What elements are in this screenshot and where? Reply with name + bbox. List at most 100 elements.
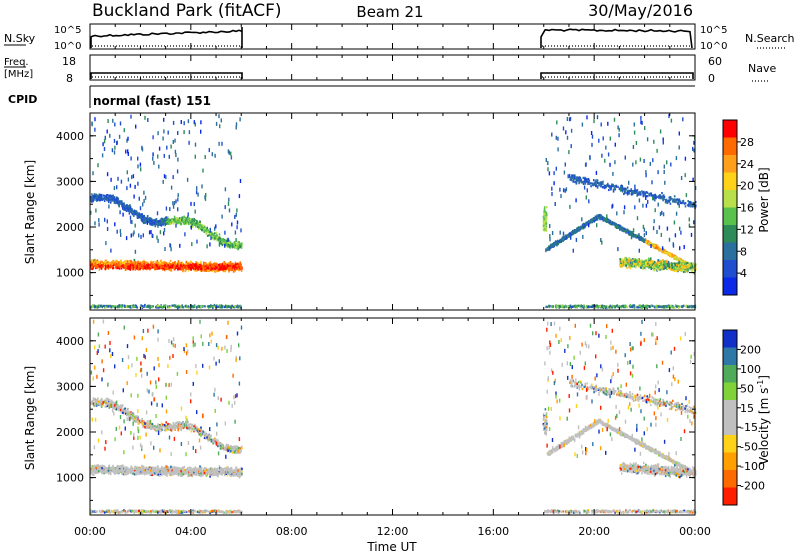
- power-pixel: [683, 265, 686, 268]
- power-pixel: [167, 305, 169, 308]
- power-pixel: [228, 244, 230, 247]
- power-pixel: [179, 266, 182, 269]
- power-pixel: [560, 240, 563, 243]
- power-pixel: [661, 249, 663, 252]
- power-pixel: [136, 267, 139, 270]
- power-pixel: [119, 263, 122, 266]
- power-pixel: [568, 305, 571, 308]
- power-pixel: [617, 224, 620, 227]
- power-pixel: [614, 223, 617, 226]
- power-pixel: [142, 263, 145, 266]
- power-pixel: [673, 257, 675, 260]
- power-pixel: [143, 260, 146, 264]
- power-pixel: [631, 260, 634, 264]
- power-pixel: [177, 304, 180, 307]
- power-pixel: [195, 267, 197, 270]
- power-pixel: [562, 236, 564, 239]
- power-pixel: [213, 305, 216, 308]
- power-pixel: [156, 262, 158, 265]
- power-pixel: [648, 305, 651, 309]
- power-pixel: [555, 305, 557, 308]
- power-pixel: [104, 267, 106, 270]
- power-pixel: [165, 265, 168, 268]
- power-pixel: [573, 304, 576, 307]
- power-pixel: [199, 305, 202, 308]
- power-pixel: [216, 237, 219, 240]
- power-pixel: [614, 225, 617, 228]
- power-pixel: [172, 266, 175, 269]
- power-pixel: [237, 242, 239, 245]
- power-pixel: [234, 266, 237, 269]
- power-pixel: [134, 268, 137, 271]
- power-pixel: [227, 241, 229, 244]
- power-pixel: [109, 198, 111, 201]
- power-pixel: [234, 305, 236, 308]
- power-pixel: [219, 268, 222, 271]
- power-pixel: [129, 204, 131, 207]
- nsky-tick-bottom-right: 10^0: [700, 41, 727, 52]
- power-pixel: [628, 264, 631, 267]
- power-pixel: [653, 244, 656, 247]
- power-pixel: [95, 261, 97, 264]
- power-pixel: [222, 269, 224, 272]
- power-pixel: [201, 225, 203, 229]
- power-pixel: [210, 268, 212, 271]
- power-pixel: [636, 306, 638, 309]
- power-pixel: [556, 242, 559, 245]
- power-pixel: [195, 222, 197, 225]
- power-pixel: [210, 232, 213, 236]
- power-pixel: [664, 260, 666, 263]
- power-pixel: [170, 269, 173, 272]
- power-pixel: [169, 259, 172, 262]
- power-pixel: [656, 306, 658, 309]
- power-pixel: [181, 306, 184, 309]
- power-pixel: [562, 238, 565, 241]
- power-pixel: [678, 306, 680, 309]
- power-pixel: [580, 181, 583, 184]
- power-pixel: [688, 265, 690, 268]
- power-pixel: [647, 264, 649, 267]
- power-pixel: [210, 304, 212, 307]
- power-pixel: [113, 201, 116, 204]
- power-pixel: [636, 263, 638, 266]
- power-pixel: [118, 203, 120, 207]
- power-pixel: [637, 258, 639, 261]
- power-pixel: [643, 262, 646, 265]
- power-pixel: [173, 215, 176, 218]
- power-pixel: [622, 264, 625, 267]
- power-pixel: [549, 304, 551, 308]
- power-pixel: [647, 262, 649, 265]
- power-pixel: [175, 264, 178, 267]
- power-pixel: [675, 258, 677, 261]
- power-pixel: [119, 260, 122, 263]
- power-pixel: [240, 269, 243, 272]
- power-pixel: [161, 261, 163, 264]
- power-pixel: [577, 228, 580, 231]
- power-pixel: [599, 216, 602, 219]
- power-pixel: [623, 260, 626, 264]
- power-pixel: [623, 258, 626, 261]
- power-pixel: [131, 211, 133, 214]
- power-pixel: [596, 304, 598, 307]
- power-pixel: [635, 260, 637, 263]
- power-pixel: [642, 305, 644, 308]
- power-pixel: [632, 235, 634, 238]
- power-pixel: [548, 247, 550, 250]
- power-pixel: [593, 219, 596, 222]
- power-pixel: [673, 268, 676, 271]
- power-pixel: [162, 268, 164, 271]
- power-pixel: [203, 269, 205, 272]
- power-pixel: [646, 240, 648, 243]
- power-pixel: [624, 259, 627, 262]
- power-pixel: [173, 304, 176, 307]
- power-pixel: [155, 221, 157, 224]
- power-pixel: [182, 216, 184, 219]
- power-pixel: [117, 263, 119, 266]
- power-pixel: [126, 206, 128, 209]
- power-pixel: [237, 264, 240, 267]
- power-pixel: [631, 259, 633, 262]
- power-pixel: [204, 228, 206, 231]
- power-pixel: [211, 265, 214, 268]
- power-pixel: [144, 221, 146, 224]
